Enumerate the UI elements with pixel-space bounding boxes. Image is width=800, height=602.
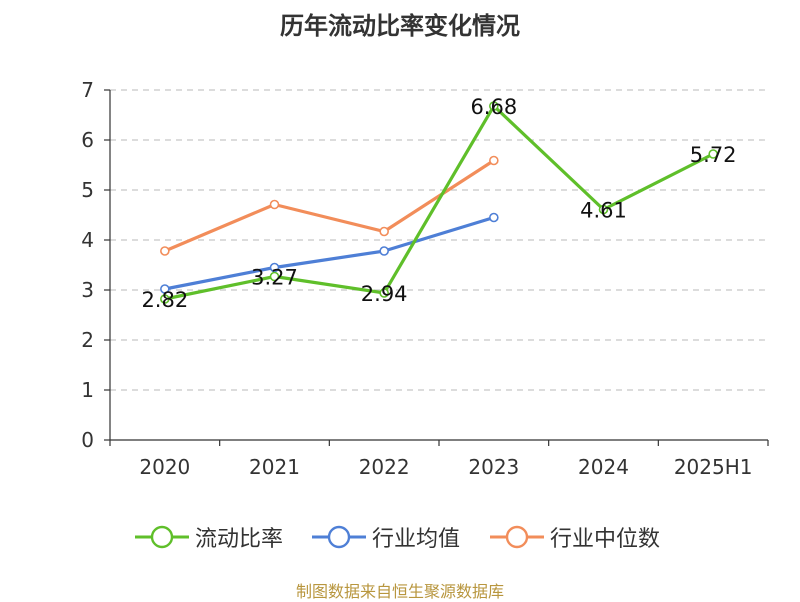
legend-item-2[interactable]: 行业均值: [312, 520, 460, 554]
y-tick-label: 6: [81, 128, 94, 152]
data-label: 4.61: [580, 199, 627, 223]
x-tick-label: 2023: [468, 455, 519, 479]
y-tick-label: 4: [81, 228, 94, 252]
legend-item-3[interactable]: 行业中位数: [490, 520, 660, 554]
data-point: [379, 226, 389, 237]
y-tick-label: 3: [81, 278, 94, 302]
data-point: [379, 246, 389, 256]
chart-legend: 流动比率 行业均值 行业中位数: [0, 520, 800, 554]
data-point: [269, 199, 280, 210]
y-tick-label: 1: [81, 378, 94, 402]
y-tick-label: 5: [81, 178, 94, 202]
data-point: [489, 155, 499, 166]
legend-line-marker-icon: [135, 525, 189, 549]
x-tick-label: 2021: [249, 455, 300, 479]
y-tick-label: 7: [81, 78, 94, 102]
x-tick-label: 2024: [578, 455, 629, 479]
series-line-1: [164, 104, 714, 301]
data-point: [269, 271, 280, 282]
data-point: [598, 204, 609, 215]
data-label: 2.82: [141, 288, 188, 312]
data-point: [708, 149, 718, 159]
legend-item-1[interactable]: 流动比率: [135, 520, 283, 554]
data-point: [379, 288, 389, 298]
data-label: 5.72: [690, 143, 737, 167]
x-tick-label: 2025H1: [674, 455, 753, 479]
data-label: 6.68: [470, 95, 517, 119]
legend-line-marker-icon: [312, 525, 366, 549]
legend-label: 行业中位数: [550, 527, 661, 552]
y-tick-label: 2: [81, 328, 94, 352]
series-line-2: [164, 215, 495, 291]
legend-label: 行业均值: [372, 527, 461, 552]
data-point: [160, 246, 170, 256]
data-point: [160, 294, 170, 304]
data-point: [269, 262, 280, 273]
data-point: [489, 101, 499, 111]
x-tick-label: 2020: [139, 455, 190, 479]
source-note: 制图数据来自恒生聚源数据库: [295, 582, 504, 601]
y-tick-label: 0: [81, 428, 94, 452]
data-label: 3.27: [251, 266, 298, 290]
legend-label: 流动比率: [195, 527, 284, 552]
data-label: 2.94: [361, 282, 408, 306]
series-line-3: [164, 159, 495, 253]
chart-title: 历年流动比率变化情况: [280, 12, 520, 40]
data-point: [489, 212, 499, 223]
legend-line-marker-icon: [490, 525, 544, 549]
x-tick-label: 2022: [359, 455, 410, 479]
data-point: [160, 284, 170, 294]
